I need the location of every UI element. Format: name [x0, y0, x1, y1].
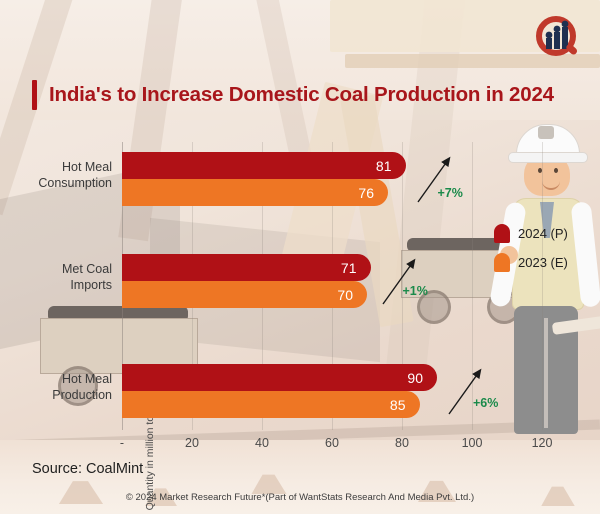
legend-label: 2024 (P) — [518, 226, 568, 241]
x-axis-tick-label: 100 — [461, 436, 483, 450]
growth-arrow-icon — [448, 368, 482, 415]
source-text: Source: CoalMint — [32, 461, 144, 477]
miner-helmet-brim — [508, 152, 588, 163]
x-axis-tick-label: 40 — [255, 436, 269, 450]
legend-swatch-icon — [494, 253, 510, 272]
legend-label: 2023 (E) — [518, 255, 568, 270]
bar-group: Hot Meal Production 90 85 +6% — [52, 364, 542, 420]
bar-2024[interactable]: 81 — [122, 152, 406, 179]
bar-2024[interactable]: 71 — [122, 254, 371, 281]
category-label: Hot Meal Production — [52, 372, 112, 402]
plot-area: Quantity in million tonnes (mnt) -20 40 60… — [38, 142, 552, 510]
miner-character — [489, 118, 600, 448]
copyright-text: © 2024 Market Research Future*(Part of W… — [125, 492, 475, 503]
miner-smile — [542, 180, 560, 190]
x-axis-tick-label: 60 — [325, 436, 339, 450]
x-axis-tick-label: - — [119, 436, 125, 450]
miner-collar — [540, 202, 554, 238]
growth-percentage-label: +6% — [473, 396, 499, 410]
miner-leg-split — [544, 318, 548, 428]
title-accent-bar — [32, 80, 37, 110]
legend-item-2023[interactable]: 2023 (E) — [494, 253, 568, 272]
bar-group: Met Coal Imports 71 70 +1% — [62, 254, 542, 310]
bar-value-label: 70 — [337, 286, 353, 303]
page-title: India's to Increase Domestic Coal Produc… — [49, 83, 554, 106]
gridline — [472, 142, 473, 430]
bar-2023[interactable]: 70 — [122, 281, 367, 308]
title-row: India's to Increase Domestic Coal Produc… — [32, 80, 554, 110]
bar-value-label: 85 — [389, 396, 406, 413]
market-research-future-logo — [530, 14, 586, 64]
gridline — [402, 142, 403, 430]
miner-headlamp — [538, 126, 554, 139]
legend-item-2024[interactable]: 2024 (P) — [494, 224, 568, 243]
bar-value-label: 76 — [358, 184, 374, 201]
bar-value-label: 81 — [375, 157, 392, 174]
miner-eye — [538, 168, 542, 173]
cart-wheel — [417, 290, 451, 324]
x-axis-tick-label: 80 — [395, 436, 409, 450]
legend-swatch-icon — [494, 224, 510, 243]
chart-legend: 2024 (P) 2023 (E) — [494, 224, 568, 282]
growth-percentage-label: +7% — [437, 186, 463, 200]
bar-2023[interactable]: 76 — [122, 179, 388, 206]
growth-percentage-label: +1% — [402, 284, 428, 298]
category-label: Hot Meal Consumption — [38, 160, 112, 190]
bar-2024[interactable]: 90 — [122, 364, 437, 391]
category-label: Met Coal Imports — [61, 262, 112, 292]
growth-arrow-icon — [381, 258, 415, 305]
x-axis-tick-label: 120 — [531, 436, 553, 450]
bar-value-label: 71 — [340, 259, 357, 276]
growth-arrow-icon — [416, 156, 450, 203]
miner-eye — [554, 168, 558, 173]
wooden-plank — [345, 54, 600, 68]
x-axis-tick-label: 20 — [185, 436, 199, 450]
gridline — [542, 142, 543, 430]
bar-2023[interactable]: 85 — [122, 391, 420, 418]
bar-group: Hot Meal Consumption 81 76 +7% — [38, 152, 542, 208]
bar-value-label: 90 — [407, 369, 423, 386]
cart-wheel — [58, 366, 98, 406]
